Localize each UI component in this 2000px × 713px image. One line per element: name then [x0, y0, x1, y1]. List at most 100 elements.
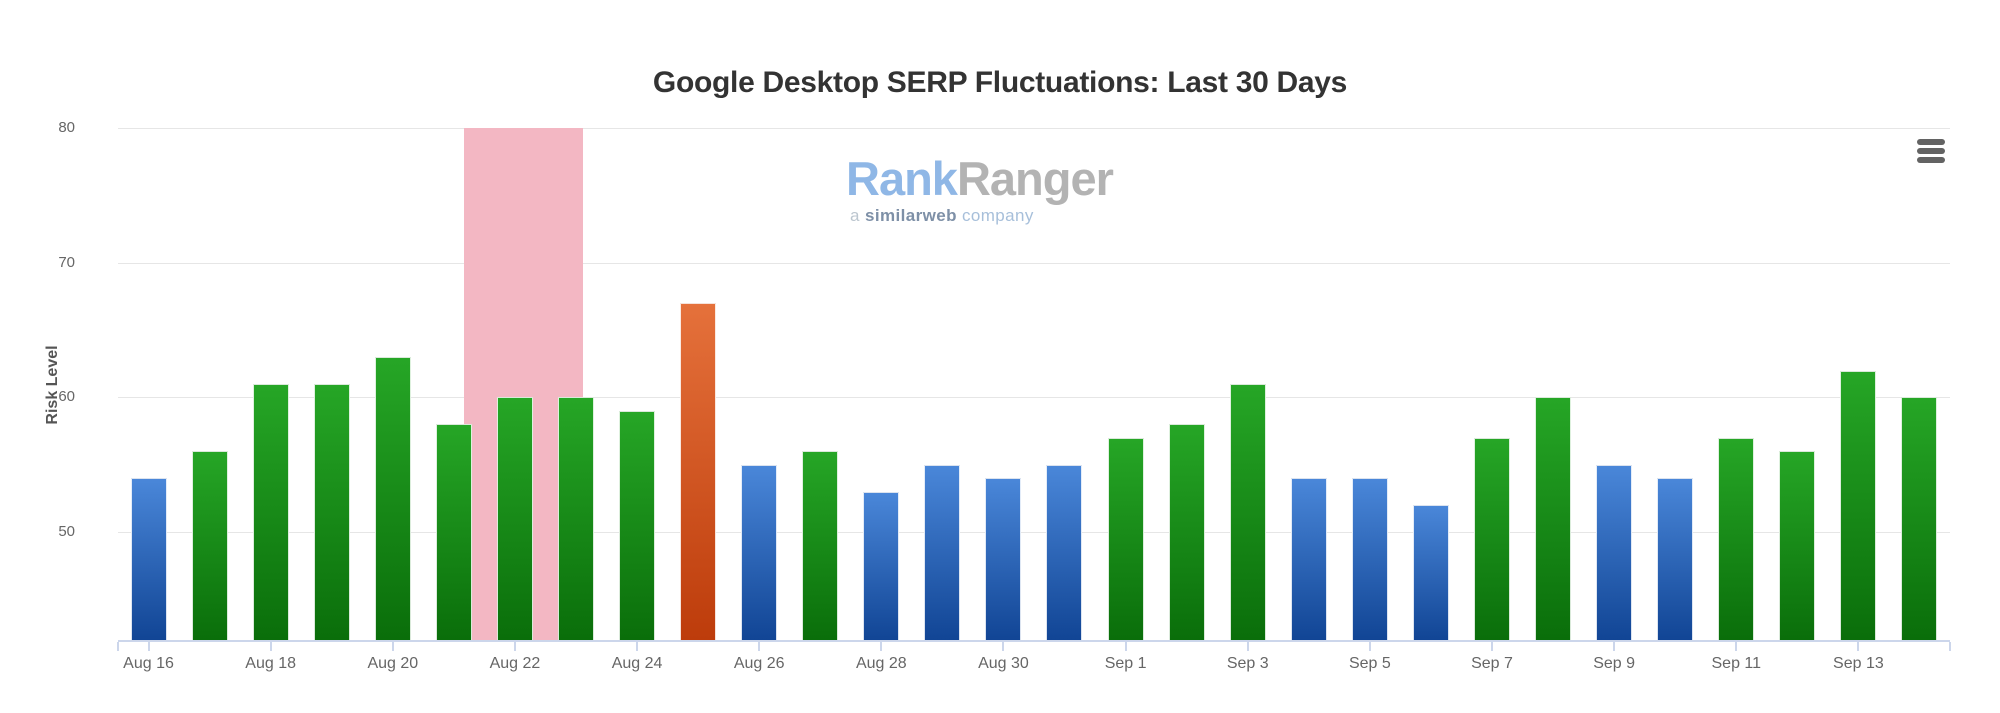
bar-slot	[790, 128, 851, 640]
bar-aug-22[interactable]	[496, 397, 533, 640]
bar-slot	[1156, 128, 1217, 640]
x-tick-label: Sep 13	[1833, 655, 1884, 672]
bar-sep-2[interactable]	[1168, 424, 1205, 640]
bar-sep-9[interactable]	[1596, 464, 1633, 640]
bar-slot	[1767, 128, 1828, 640]
x-tick-label: Aug 16	[123, 655, 174, 672]
rankranger-logo: RankRanger a similarweb company	[846, 152, 1114, 224]
bar-slot	[607, 128, 668, 640]
bar-aug-24[interactable]	[619, 410, 656, 640]
bar-sep-5[interactable]	[1351, 478, 1388, 640]
bar-aug-16[interactable]	[130, 478, 167, 640]
bar-sep-11[interactable]	[1718, 437, 1755, 640]
bar-sep-10[interactable]	[1657, 478, 1694, 640]
bar-sep-8[interactable]	[1534, 397, 1571, 640]
bar-aug-23[interactable]	[557, 397, 594, 640]
logo-ranger-text: Ranger	[956, 152, 1114, 205]
bar-aug-21[interactable]	[435, 424, 472, 640]
y-tick-label: 80	[58, 119, 75, 136]
x-axis-end-tick	[117, 642, 119, 651]
bar-sep-4[interactable]	[1290, 478, 1327, 640]
x-tick-mark	[147, 642, 150, 651]
bar-slot	[1828, 128, 1889, 640]
logo-tagline: a similarweb company	[850, 207, 1113, 224]
y-tick-label: 60	[58, 388, 75, 406]
bar-sep-14[interactable]	[1901, 397, 1938, 640]
x-tick-label: Sep 9	[1593, 655, 1636, 672]
bar-aug-17[interactable]	[191, 451, 228, 640]
bar-slot	[1217, 128, 1278, 640]
bar-sep-12[interactable]	[1779, 451, 1816, 640]
bar-aug-28[interactable]	[863, 491, 900, 640]
bar-slot	[1889, 128, 1950, 640]
gridline	[118, 262, 1950, 264]
bar-aug-20[interactable]	[374, 357, 411, 640]
bar-aug-29[interactable]	[924, 464, 961, 640]
bar-aug-26[interactable]	[741, 464, 778, 640]
x-axis: Aug 16 Aug 18 Aug 20 Aug 22 Aug 24 Aug 26 Aug …	[117, 642, 1951, 682]
x-tick-mark	[1735, 642, 1738, 651]
tagline-a: a	[850, 206, 860, 225]
bar-slot	[1034, 128, 1095, 640]
x-tick-label: Aug 24	[611, 655, 663, 672]
bar-sep-1[interactable]	[1107, 437, 1144, 640]
hamburger-icon	[1917, 139, 1949, 163]
bar-slot	[1645, 128, 1706, 640]
bar-slot	[1706, 128, 1767, 640]
x-axis-end-tick	[1949, 642, 1951, 651]
bar-slot	[545, 128, 606, 640]
bar-slot	[912, 128, 973, 640]
x-tick-mark	[1491, 642, 1493, 651]
bar-slot	[1522, 128, 1583, 640]
x-tick-label: Sep 3	[1226, 655, 1269, 672]
bar-slot	[423, 128, 484, 640]
x-tick-label: Aug 20	[367, 655, 419, 672]
x-tick-label: Sep 1	[1104, 655, 1147, 672]
x-tick-mark	[1857, 642, 1860, 651]
x-tick-label: Aug 18	[245, 655, 297, 672]
export-menu-button[interactable]	[1913, 132, 1953, 170]
bar-slot	[484, 128, 545, 640]
bar-aug-18[interactable]	[252, 384, 289, 640]
x-tick-mark	[513, 642, 516, 651]
x-tick-mark	[269, 642, 272, 651]
chart-title: Google Desktop SERP Fluctuations: Last 3…	[652, 66, 1348, 99]
x-tick-mark	[1124, 642, 1127, 651]
bar-slot	[668, 128, 729, 640]
bar-slot	[851, 128, 912, 640]
bar-sep-6[interactable]	[1412, 505, 1449, 640]
x-tick-mark	[1246, 642, 1249, 651]
x-tick-label: Sep 5	[1348, 655, 1391, 672]
x-tick-label: Aug 28	[855, 655, 907, 672]
x-tick-mark	[1368, 642, 1371, 651]
tagline-company: company	[961, 206, 1034, 225]
logo-rank-text: Rank	[846, 152, 958, 205]
bar-slot	[1584, 128, 1645, 640]
tagline-similarweb: similarweb	[864, 206, 957, 225]
bar-aug-25[interactable]	[680, 303, 717, 640]
x-tick-mark	[758, 642, 761, 651]
x-tick-mark	[636, 642, 639, 651]
x-tick-mark	[1002, 642, 1005, 651]
bar-slot	[1461, 128, 1522, 640]
y-tick-label: 70	[58, 253, 75, 271]
bar-slot	[240, 128, 301, 640]
bar-aug-19[interactable]	[313, 384, 350, 640]
bar-aug-30[interactable]	[985, 478, 1022, 640]
bar-sep-7[interactable]	[1473, 437, 1510, 640]
bar-slot	[1400, 128, 1461, 640]
bar-aug-31[interactable]	[1046, 464, 1083, 640]
bar-sep-3[interactable]	[1229, 384, 1266, 640]
bar-sep-13[interactable]	[1840, 370, 1877, 640]
bar-slot	[973, 128, 1034, 640]
x-tick-label: Aug 30	[978, 655, 1029, 672]
bar-slot	[179, 128, 240, 640]
x-tick-label: Aug 26	[733, 655, 785, 672]
bar-aug-27[interactable]	[802, 451, 839, 640]
bar-slot	[362, 128, 423, 640]
bar-slot	[729, 128, 790, 640]
bars-row	[118, 128, 1950, 640]
x-tick-mark	[1613, 642, 1616, 651]
gridline	[118, 532, 1950, 534]
